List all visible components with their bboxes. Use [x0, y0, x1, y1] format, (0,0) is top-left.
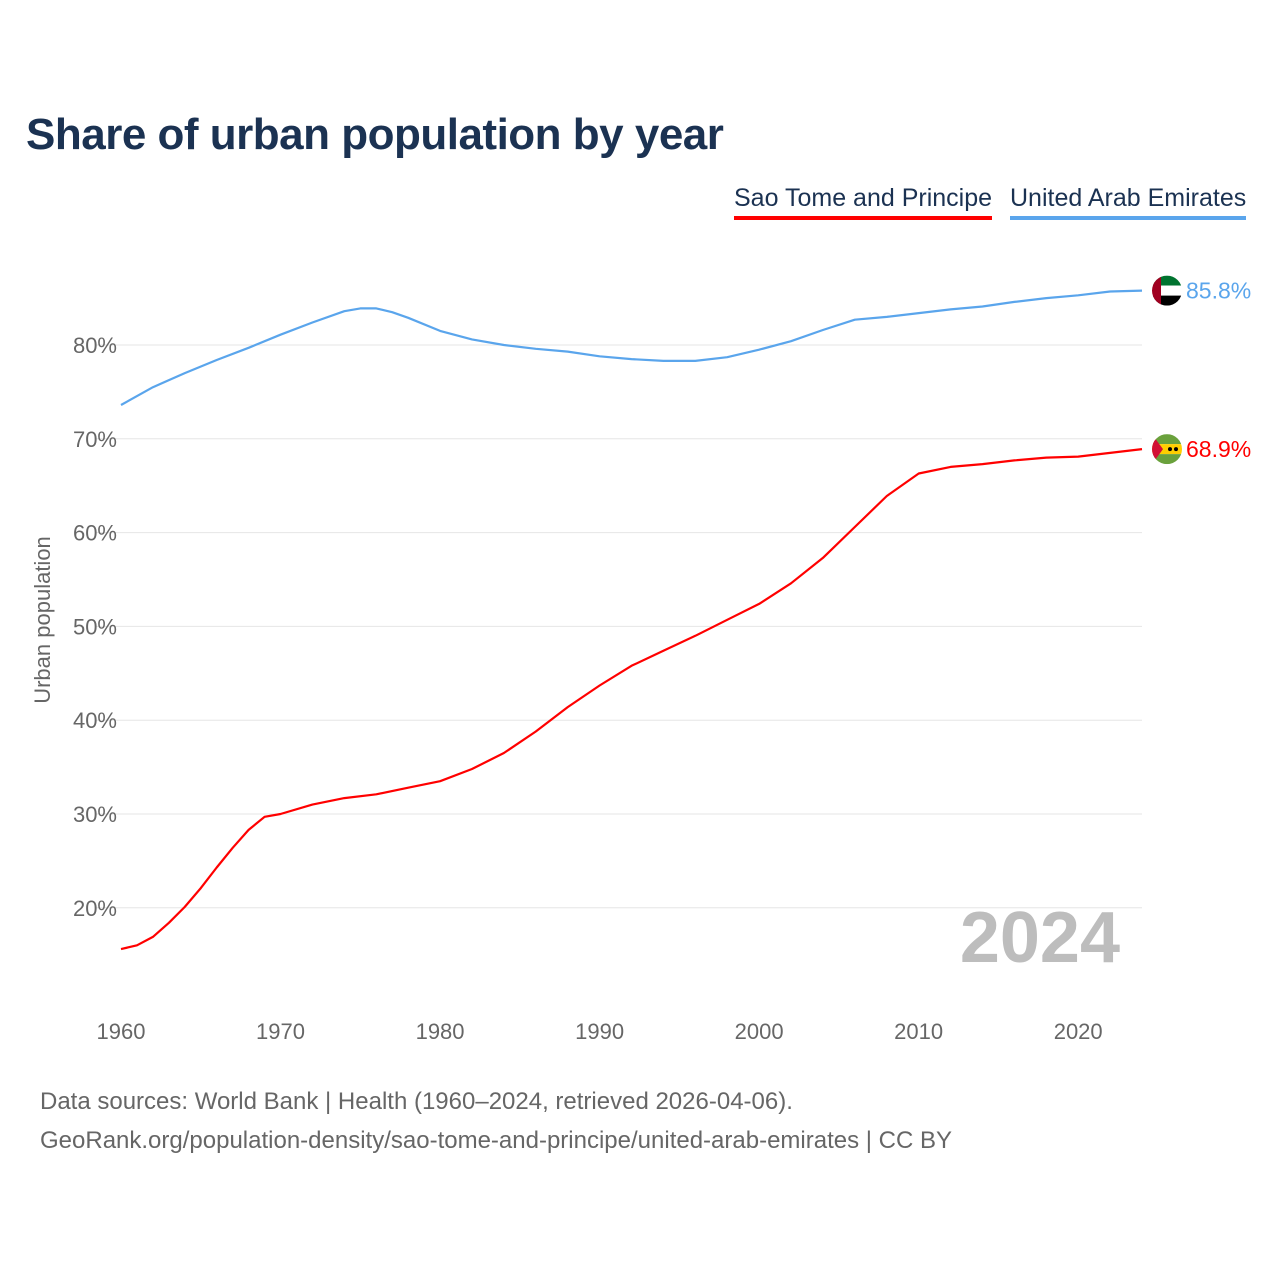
y-tick-label: 40% [73, 708, 117, 733]
series-line-sao-tome-and-principe [120, 448, 1143, 951]
x-tick-label: 1960 [97, 1019, 146, 1044]
x-tick-label: 2020 [1054, 1019, 1103, 1044]
y-tick-label: 20% [73, 896, 117, 921]
year-watermark: 2024 [960, 898, 1120, 978]
end-value-label: 85.8% [1186, 278, 1251, 304]
footer-source: Data sources: World Bank | Health (1960–… [40, 1088, 793, 1115]
y-tick-label: 60% [73, 521, 117, 546]
end-value-label: 68.9% [1186, 436, 1251, 462]
y-tick-label: 50% [73, 614, 117, 639]
x-tick-label: 2010 [894, 1019, 943, 1044]
united-arab-emirates-flag-icon [1152, 275, 1182, 306]
series-line-united-arab-emirates [120, 289, 1143, 406]
sao-tome-and-principe-flag-icon [1152, 434, 1182, 465]
x-tick-label: 2000 [735, 1019, 784, 1044]
chart-title: Share of urban population by year [26, 110, 724, 159]
x-tick-label: 1990 [575, 1019, 624, 1044]
y-tick-label: 30% [73, 802, 117, 827]
y-tick-label: 70% [73, 427, 117, 452]
x-tick-label: 1970 [256, 1019, 305, 1044]
x-tick-label: 1980 [416, 1019, 465, 1044]
legend-item-sao-tome-and-principe[interactable]: Sao Tome and Principe [734, 184, 993, 220]
footer-link[interactable]: GeoRank.org/population-density/sao-tome-… [40, 1127, 953, 1154]
y-tick-label: 80% [73, 333, 117, 358]
y-axis-label: Urban population [30, 536, 55, 704]
legend-item-united-arab-emirates[interactable]: United Arab Emirates [1010, 184, 1247, 220]
